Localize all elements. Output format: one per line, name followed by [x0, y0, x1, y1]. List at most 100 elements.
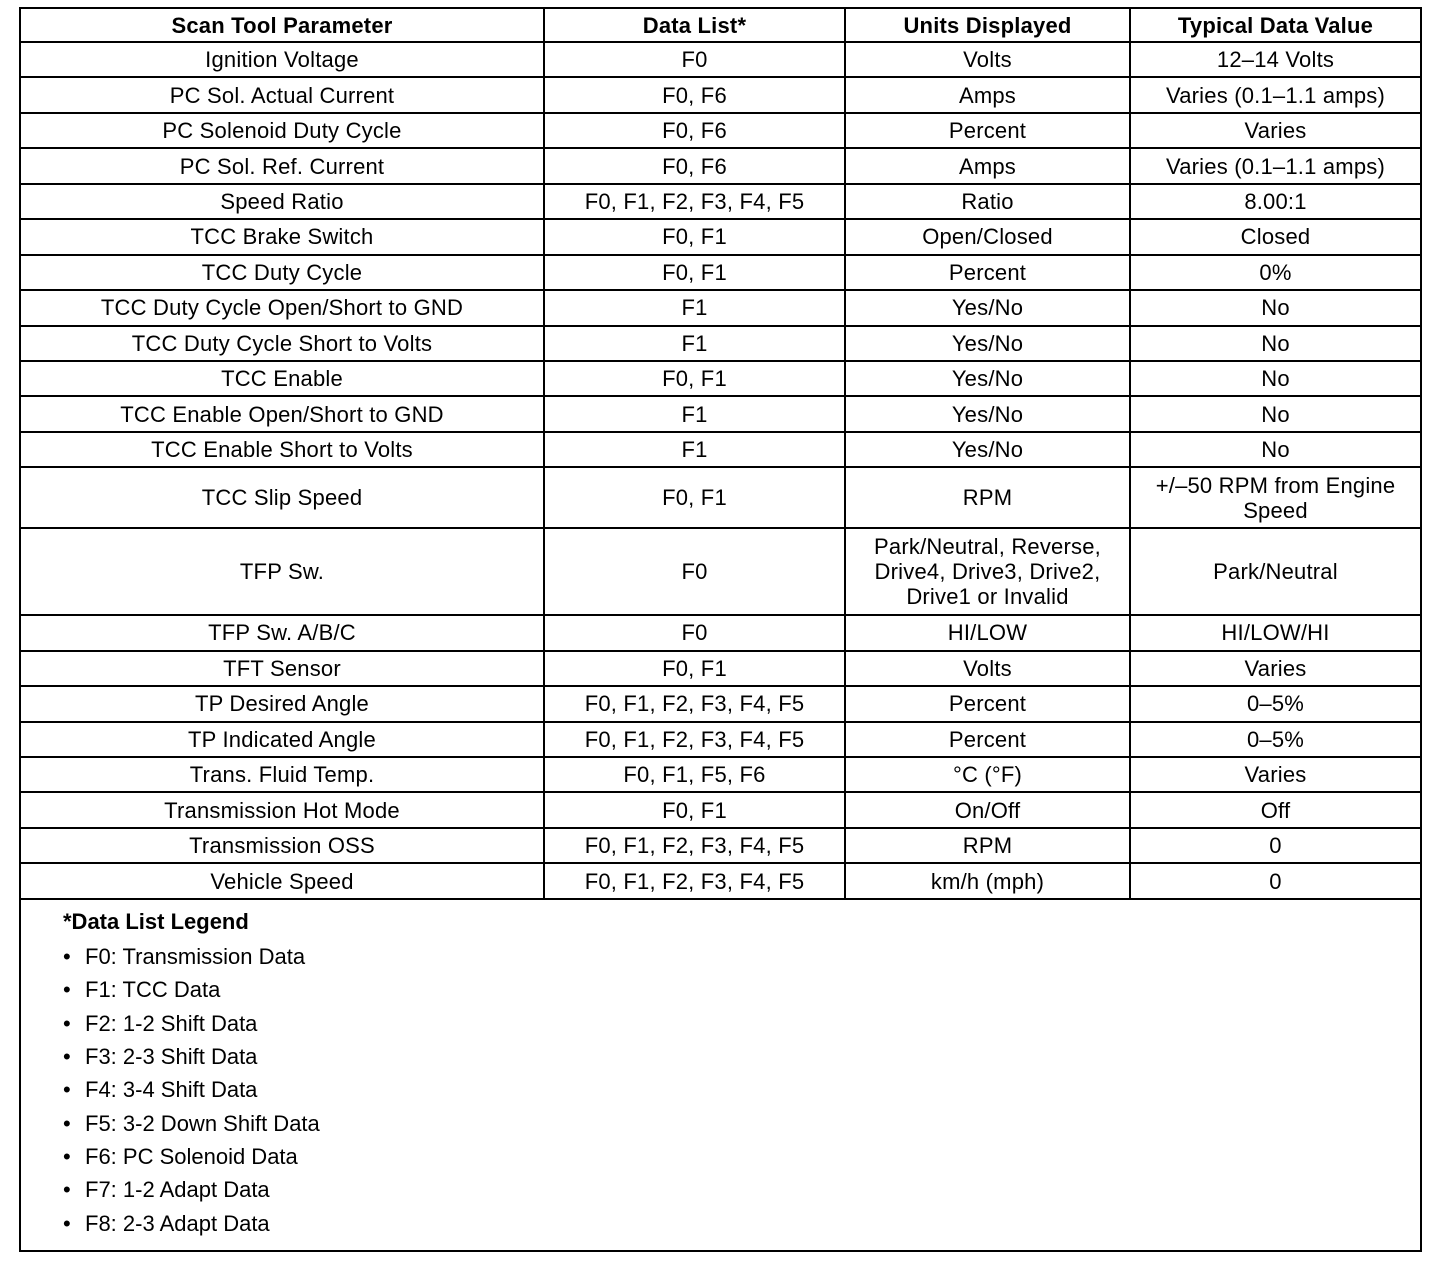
cell-data-list: F1 — [543, 430, 846, 469]
cell-units: Percent — [844, 685, 1131, 723]
cell-typical-value: No — [1129, 324, 1420, 362]
cell-typical-value: No — [1129, 359, 1420, 398]
header-data-list: Data List* — [543, 9, 846, 43]
cell-units: km/h (mph) — [844, 862, 1131, 900]
table-row: PC Solenoid Duty Cycle F0, F6 Percent Varie… — [21, 111, 1420, 150]
cell-data-list: F0 — [543, 614, 846, 652]
cell-typical-value: +/–50 RPM from Engine Speed — [1129, 466, 1420, 530]
cell-data-list: F0, F1, F5, F6 — [543, 755, 846, 794]
legend-item-text: F3: 2-3 Shift Data — [85, 1043, 258, 1069]
cell-data-list: F1 — [543, 324, 846, 362]
cell-typical-value: 8.00:1 — [1129, 182, 1420, 221]
cell-typical-value: Park/Neutral — [1129, 527, 1420, 617]
cell-data-list: F0, F1, F2, F3, F4, F5 — [543, 182, 846, 221]
scan-tool-data-table: Scan Tool Parameter Data List* Units Dis… — [21, 9, 1420, 900]
cell-typical-value: 0–5% — [1129, 720, 1420, 759]
cell-units: Yes/No — [844, 359, 1131, 398]
table-row: TCC Enable F0, F1 Yes/No No — [21, 359, 1420, 398]
cell-parameter: TFT Sensor — [21, 649, 545, 688]
cell-typical-value: 0 — [1129, 862, 1420, 900]
cell-typical-value: 0–5% — [1129, 685, 1420, 723]
table-row: PC Sol. Actual Current F0, F6 Amps Varies (… — [21, 76, 1420, 114]
cell-data-list: F0, F6 — [543, 111, 846, 150]
cell-typical-value: Varies — [1129, 649, 1420, 688]
legend-item-text: F5: 3-2 Down Shift Data — [85, 1110, 320, 1136]
header-typical-data-value: Typical Data Value — [1129, 9, 1420, 43]
legend-item-text: F0: Transmission Data — [85, 943, 306, 969]
cell-parameter: TCC Brake Switch — [21, 218, 545, 256]
table-row: TCC Duty Cycle Open/Short to GND F1 Yes/No… — [21, 289, 1420, 327]
cell-typical-value: 0 — [1129, 826, 1420, 865]
cell-parameter: TCC Duty Cycle Short to Volts — [21, 324, 545, 362]
bullet-icon: • — [63, 943, 71, 969]
table-row: TP Desired Angle F0, F1, F2, F3, F4, F5 Pe… — [21, 685, 1420, 723]
cell-data-list: F0, F1 — [543, 253, 846, 292]
table-row: Vehicle Speed F0, F1, F2, F3, F4, F5 km/h … — [21, 862, 1420, 900]
table-row: TCC Enable Open/Short to GND F1 Yes/No No — [21, 395, 1420, 433]
cell-data-list: F0, F1 — [543, 649, 846, 688]
cell-parameter: PC Solenoid Duty Cycle — [21, 111, 545, 150]
legend-item: • F5: 3-2 Down Shift Data — [63, 1107, 1420, 1140]
table-row: TCC Duty Cycle Short to Volts F1 Yes/No No — [21, 324, 1420, 362]
data-list-legend: *Data List Legend • F0: Transmission Data… — [21, 900, 1420, 1251]
cell-typical-value: HI/LOW/HI — [1129, 614, 1420, 652]
cell-units: Percent — [844, 720, 1131, 759]
cell-typical-value: 12–14 Volts — [1129, 40, 1420, 79]
bullet-icon: • — [63, 977, 71, 1003]
cell-parameter: PC Sol. Ref. Current — [21, 147, 545, 185]
cell-data-list: F0, F6 — [543, 76, 846, 114]
cell-data-list: F0, F1, F2, F3, F4, F5 — [543, 720, 846, 759]
header-row: Scan Tool Parameter Data List* Units Dis… — [21, 9, 1420, 43]
cell-parameter: TCC Enable Short to Volts — [21, 430, 545, 469]
table-row: TFP Sw. A/B/C F0 HI/LOW HI/LOW/HI — [21, 614, 1420, 652]
legend-item-text: F8: 2-3 Adapt Data — [85, 1210, 270, 1236]
cell-data-list: F0, F1 — [543, 466, 846, 530]
cell-typical-value: 0% — [1129, 253, 1420, 292]
cell-units: Yes/No — [844, 324, 1131, 362]
cell-data-list: F0, F1 — [543, 791, 846, 829]
legend-title: *Data List Legend — [63, 908, 249, 934]
cell-parameter: PC Sol. Actual Current — [21, 76, 545, 114]
cell-parameter: TCC Duty Cycle Open/Short to GND — [21, 289, 545, 327]
cell-parameter: Transmission Hot Mode — [21, 791, 545, 829]
cell-units: Open/Closed — [844, 218, 1131, 256]
table-row: TFT Sensor F0, F1 Volts Varies — [21, 649, 1420, 688]
cell-typical-value: No — [1129, 289, 1420, 327]
bullet-icon: • — [63, 1144, 71, 1170]
cell-parameter: Transmission OSS — [21, 826, 545, 865]
cell-units: HI/LOW — [844, 614, 1131, 652]
cell-typical-value: Varies (0.1–1.1 amps) — [1129, 147, 1420, 185]
cell-data-list: F0, F1, F2, F3, F4, F5 — [543, 826, 846, 865]
cell-typical-value: Off — [1129, 791, 1420, 829]
cell-data-list: F0, F1, F2, F3, F4, F5 — [543, 862, 846, 900]
table-body: Ignition Voltage F0 Volts 12–14 Volts PC Sol… — [21, 40, 1420, 900]
table-row: TCC Brake Switch F0, F1 Open/Closed Closed — [21, 218, 1420, 256]
cell-parameter: Vehicle Speed — [21, 862, 545, 900]
cell-data-list: F0, F1, F2, F3, F4, F5 — [543, 685, 846, 723]
bullet-icon: • — [63, 1077, 71, 1103]
cell-units: Volts — [844, 40, 1131, 79]
cell-data-list: F1 — [543, 395, 846, 433]
cell-parameter: TP Indicated Angle — [21, 720, 545, 759]
legend-item: • F6: PC Solenoid Data — [63, 1140, 1420, 1173]
table-row: Transmission OSS F0, F1, F2, F3, F4, F5 RP… — [21, 826, 1420, 865]
cell-data-list: F0 — [543, 527, 846, 617]
cell-parameter: TCC Enable Open/Short to GND — [21, 395, 545, 433]
bullet-icon: • — [63, 1177, 71, 1203]
scan-tool-data-document: Scan Tool Parameter Data List* Units Dis… — [19, 7, 1422, 1253]
cell-units: Amps — [844, 76, 1131, 114]
cell-units: Ratio — [844, 182, 1131, 221]
table-row: Transmission Hot Mode F0, F1 On/Off Off — [21, 791, 1420, 829]
cell-typical-value: Closed — [1129, 218, 1420, 256]
cell-parameter: TFP Sw. — [21, 527, 545, 617]
cell-parameter: TCC Enable — [21, 359, 545, 398]
cell-units: Yes/No — [844, 289, 1131, 327]
legend-item: • F2: 1-2 Shift Data — [63, 1007, 1420, 1040]
cell-units: Volts — [844, 649, 1131, 688]
table-row: Trans. Fluid Temp. F0, F1, F5, F6 °C (°F) V… — [21, 755, 1420, 794]
cell-units: °C (°F) — [844, 755, 1131, 794]
legend-item-text: F2: 1-2 Shift Data — [85, 1010, 258, 1036]
legend-item: • F1: TCC Data — [63, 973, 1420, 1006]
legend-items: • F0: Transmission Data • F1: TCC Data • F2: … — [63, 940, 1420, 1241]
cell-data-list: F0, F6 — [543, 147, 846, 185]
